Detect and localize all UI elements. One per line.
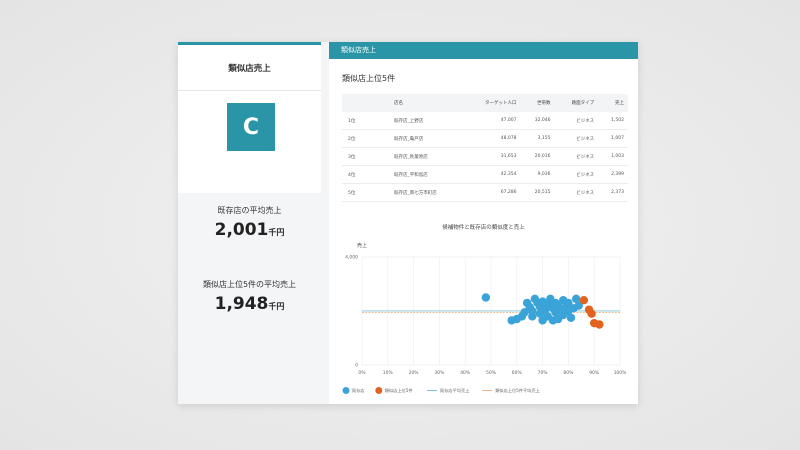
cell-type: ビジネス [554, 129, 599, 148]
left-panel-header: 類似店売上 [178, 42, 321, 91]
cell-rank: 3位 [342, 147, 390, 166]
top5-table: 店名 ターゲット人口 世帯数 路面タイプ 売上 1位 既存店_上野店 47,00… [342, 94, 628, 202]
chart-title: 候補物件と既存店の類似度と売上 [442, 225, 525, 231]
top5-average-sales: 類似店上位5件の平均売上 1,948千円 [178, 267, 321, 327]
cell-store: 既存店_秋葉原店 [390, 147, 464, 166]
legend-label: 既存店平均売上 [440, 387, 469, 394]
x-tick-label: 30% [434, 370, 445, 376]
cell-population: 42,354 [464, 165, 521, 184]
x-tick-label: 0% [358, 370, 366, 376]
cell-population: 47,007 [464, 112, 521, 130]
legend-marker [342, 387, 350, 394]
existing-average-sales-unit: 千円 [268, 228, 285, 237]
top5-average-sales-value: 1,948千円 [178, 294, 321, 314]
y-tick-label: 4,000 [345, 255, 358, 261]
data-point [520, 308, 529, 317]
cell-population: 31,653 [464, 147, 521, 166]
cell-rank: 5位 [342, 183, 390, 202]
dashboard-card: 類似店売上 C 既存店の平均売上 2,001千円 類似店上位5件の平均売上 1,… [178, 42, 638, 404]
data-point [548, 316, 558, 325]
existing-average-sales-value: 2,001千円 [178, 220, 321, 240]
column-header-rank [342, 94, 390, 112]
cell-households: 20,515 [520, 183, 555, 202]
existing-average-sales: 既存店の平均売上 2,001千円 [178, 193, 321, 253]
legend-label: 既存店 [352, 387, 365, 394]
cell-rank: 4位 [342, 165, 390, 184]
data-point [528, 312, 537, 321]
cell-sales: 1,003 [598, 147, 628, 166]
left-panel-title: 類似店売上 [228, 64, 271, 74]
cell-population: 48,078 [464, 129, 521, 148]
table-header-row: 店名 ターゲット人口 世帯数 路面タイプ 売上 [342, 94, 628, 112]
cell-type: ビジネス [554, 147, 599, 166]
data-point [481, 293, 491, 302]
existing-average-sales-label: 既存店の平均売上 [217, 206, 282, 215]
data-point [579, 296, 589, 305]
table-row[interactable]: 5位 既存店_南七方市町店 67,286 20,515 ビジネス 2,373 [342, 183, 628, 202]
left-panel: 類似店売上 C 既存店の平均売上 2,001千円 類似店上位5件の平均売上 1,… [178, 42, 329, 404]
column-header-type: 路面タイプ [554, 94, 599, 112]
top5-average-sales-number: 1,948 [214, 294, 269, 314]
top5-average-sales-unit: 千円 [268, 302, 285, 311]
column-header-sales: 売上 [598, 94, 628, 112]
cell-households: 32,046 [520, 112, 555, 130]
cell-households: 20,016 [520, 147, 555, 166]
data-point [595, 320, 604, 329]
x-tick-label: 90% [589, 370, 600, 376]
cell-sales: 2,373 [598, 183, 628, 202]
y-tick-label: 0 [355, 363, 358, 369]
column-header-store: 店名 [390, 94, 464, 112]
x-tick-label: 40% [460, 370, 471, 376]
cell-sales: 1,502 [598, 112, 628, 130]
x-tick-label: 50% [486, 370, 497, 376]
x-tick-label: 60% [512, 370, 523, 376]
table-row[interactable]: 4位 既存店_平和島店 42,354 9,036 ビジネス 2,399 [342, 165, 628, 184]
cell-sales: 2,399 [598, 165, 628, 184]
legend-label: 類似店上位5件平均売上 [495, 387, 540, 394]
data-point [564, 298, 573, 308]
column-header-population: ターゲット人口 [464, 94, 521, 112]
cell-store: 既存店_上野店 [390, 112, 464, 130]
right-panel: 類似店売上 類似店上位5件 店名 ターゲット人口 世帯数 路面タイプ 売上 1位… [329, 42, 638, 404]
x-tick-label: 10% [383, 370, 394, 376]
column-header-households: 世帯数 [520, 94, 555, 112]
cell-store: 既存店_平和島店 [390, 165, 464, 184]
cell-type: ビジネス [554, 165, 599, 184]
cell-rank: 1位 [342, 112, 390, 130]
data-point [571, 294, 581, 304]
right-panel-header: 類似店売上 [329, 42, 638, 59]
data-point [587, 309, 596, 318]
table-row[interactable]: 2位 既存店_亀戸店 48,078 3,155 ビジネス 1,007 [342, 129, 628, 148]
x-tick-label: 100% [614, 370, 628, 376]
cell-store: 既存店_南七方市町店 [390, 183, 464, 202]
cell-type: ビジネス [554, 112, 599, 130]
scatter-chart: 売上 0% 10% 20% 30% 40% 50% 60% 70% 80% 90% 100% 0 4,0… [342, 242, 628, 394]
data-point [566, 313, 576, 322]
cell-population: 67,286 [464, 183, 521, 202]
top5-average-sales-label: 類似店上位5件の平均売上 [202, 280, 297, 289]
cell-store: 既存店_亀戸店 [390, 129, 464, 148]
cell-type: ビジネス [554, 183, 599, 202]
cell-sales: 1,007 [598, 129, 628, 148]
y-axis-label: 売上 [357, 242, 367, 249]
x-tick-label: 80% [563, 370, 574, 376]
x-tick-label: 70% [538, 370, 549, 376]
cell-households: 3,155 [520, 129, 555, 148]
cell-households: 9,036 [520, 165, 555, 184]
grade-badge: C [227, 103, 275, 151]
table-row[interactable]: 3位 既存店_秋葉原店 31,653 20,016 ビジネス 1,003 [342, 147, 628, 166]
table-row[interactable]: 1位 既存店_上野店 47,007 32,046 ビジネス 1,502 [342, 112, 628, 130]
data-point [574, 301, 583, 310]
legend-label: 類似店上位5件 [385, 387, 413, 394]
legend-marker [375, 387, 383, 394]
data-point [538, 316, 547, 325]
x-tick-label: 20% [409, 370, 420, 376]
existing-average-sales-number: 2,001 [214, 220, 269, 240]
cell-rank: 2位 [342, 129, 390, 148]
section-title: 類似店上位5件 [342, 74, 396, 83]
